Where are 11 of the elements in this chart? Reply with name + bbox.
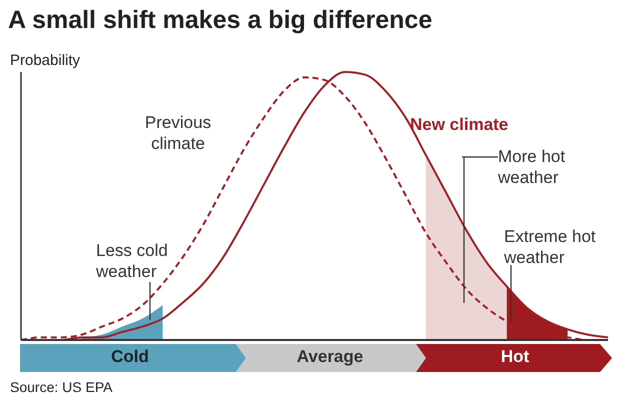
series-label: Previous climate [144,112,212,154]
series-label: Extreme hot weather [504,226,597,268]
chart-title: A small shift makes a big difference [8,6,432,35]
text: Average [296,347,364,367]
series-label: New climate [410,114,510,135]
source-note: Source: US EPA [10,379,112,395]
text: Hot [500,347,530,367]
series-label: Less cold weather [96,240,169,282]
text: Cold [110,347,150,367]
y-axis-title: Probability [10,52,80,69]
text: More hot weather [498,146,566,188]
